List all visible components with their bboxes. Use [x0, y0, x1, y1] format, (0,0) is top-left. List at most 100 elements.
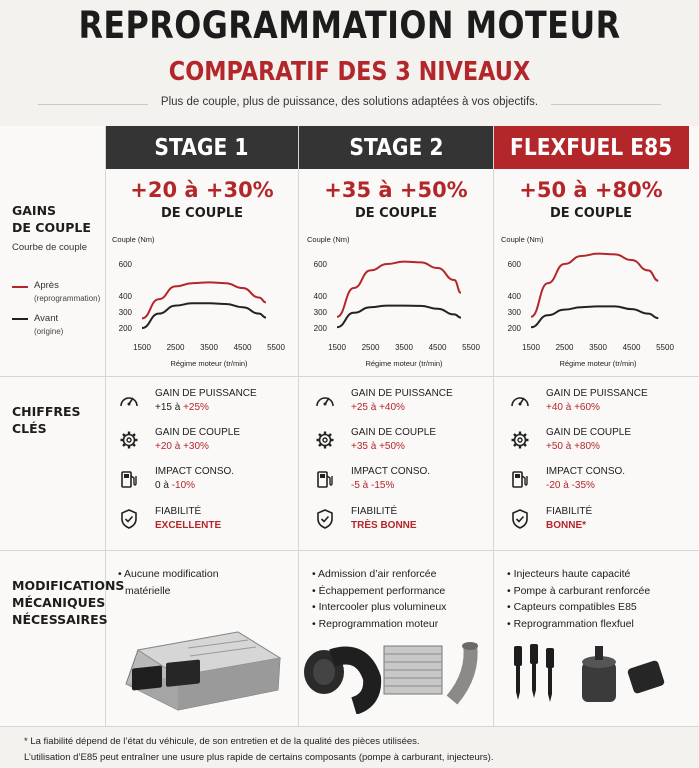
- metric-label: IMPACT CONSO.: [351, 466, 431, 477]
- gauge-icon: [118, 390, 140, 412]
- metric-value-highlight: -10%: [171, 480, 196, 491]
- metric-value: +25 à +40%: [351, 402, 405, 413]
- list-item: • Reprogrammation flexfuel: [507, 617, 634, 630]
- fuel-pump-icon: [118, 468, 140, 490]
- list-item: • Échappement performance: [312, 584, 446, 597]
- metric-label: IMPACT CONSO.: [546, 466, 626, 477]
- column-header-stage-2: STAGE 2: [299, 126, 493, 169]
- curve-label: Courbe de couple: [12, 242, 87, 253]
- gain-stage-1: +20 à +30%: [130, 178, 274, 202]
- metric-label: GAIN DE PUISSANCE: [351, 388, 453, 399]
- list-item: matérielle: [125, 584, 171, 597]
- gauge-icon: [509, 390, 531, 412]
- metric-label: GAIN DE PUISSANCE: [155, 388, 257, 399]
- metric-shield-check: FIABILITÉ BONNE*: [509, 506, 699, 540]
- metric-value-highlight: -5 à -15%: [351, 480, 395, 491]
- series-line-before: [530, 305, 659, 329]
- y-tick-label: 300: [119, 308, 133, 317]
- y-tick-label: 200: [314, 324, 328, 333]
- page-subtitle: COMPARATIF DES 3 NIVEAUX: [168, 57, 531, 87]
- x-axis-label: Régime moteur (tr/min): [559, 359, 637, 368]
- y-axis-label: Couple (Nm): [501, 235, 544, 244]
- gear-icon: [314, 429, 336, 451]
- metric-fuel-pump: IMPACT CONSO. -20 à -35%: [509, 466, 699, 500]
- gain-stage-2: +35 à +50%: [324, 178, 468, 202]
- metric-value: +50 à +80%: [546, 441, 600, 452]
- x-tick-label: 1500: [133, 343, 151, 352]
- series-line-after: [141, 281, 267, 320]
- x-tick-label: 5500: [267, 343, 285, 352]
- injectors-pump-sensor-illustration: [514, 644, 665, 702]
- metric-value-highlight: EXCELLENTE: [155, 520, 222, 531]
- metric-value-highlight: +35 à +50%: [351, 441, 405, 452]
- shield-check-icon: [314, 508, 336, 530]
- metric-gauge: GAIN DE PUISSANCE +15 à +25%: [118, 388, 308, 422]
- metric-label: FIABILITÉ: [155, 506, 202, 517]
- x-tick-label: 3500: [395, 343, 413, 352]
- metric-value: TRÈS BONNE: [351, 520, 417, 531]
- footnote-2: L’utilisation d’E85 peut entraîner une u…: [24, 752, 494, 763]
- tagline-bar: Plus de couple, plus de puissance, des s…: [38, 96, 661, 112]
- y-tick-label: 400: [119, 292, 133, 301]
- metric-gear: GAIN DE COUPLE +20 à +30%: [118, 427, 308, 461]
- y-tick-label: 400: [508, 292, 522, 301]
- metric-value: -5 à -15%: [351, 480, 394, 491]
- x-tick-label: 2500: [556, 343, 574, 352]
- column-header-stage-1: STAGE 1: [105, 126, 298, 169]
- metric-value: +20 à +30%: [155, 441, 209, 452]
- column-header-flexfuel: FLEXFUEL E85: [494, 126, 689, 169]
- legend-after-label: Après: [34, 280, 59, 291]
- series-line-after: [530, 252, 659, 318]
- comparison-panel: [0, 126, 699, 726]
- list-item: • Injecteurs haute capacité: [507, 568, 631, 580]
- y-axis-label: Couple (Nm): [307, 235, 350, 244]
- metric-value-highlight: +25 à +40%: [351, 402, 405, 413]
- metric-shield-check: FIABILITÉ TRÈS BONNE: [314, 506, 504, 540]
- metric-gauge: GAIN DE PUISSANCE +40 à +60%: [509, 388, 699, 422]
- metric-value: +35 à +50%: [351, 441, 405, 452]
- metric-value: +40 à +60%: [546, 402, 600, 413]
- y-tick-label: 200: [508, 324, 522, 333]
- series-line-before: [336, 304, 462, 329]
- x-tick-label: 2500: [362, 343, 380, 352]
- row-divider: [0, 376, 699, 377]
- metric-value-highlight: -20 à -35%: [546, 480, 595, 491]
- gear-icon: [509, 429, 531, 451]
- tagline: Plus de couple, plus de puissance, des s…: [160, 96, 539, 108]
- metric-value-highlight: +25%: [183, 402, 209, 413]
- x-tick-label: 1500: [328, 343, 346, 352]
- y-tick-label: 400: [314, 292, 328, 301]
- mods-list-stage-1: • Aucune modification matérielle: [118, 566, 219, 599]
- fuel-pump-icon: [314, 468, 336, 490]
- list-item: • Reprogrammation moteur: [312, 617, 439, 630]
- mods-list-flexfuel: • Injecteurs haute capacité • Pompe à ca…: [507, 566, 650, 632]
- legend-before-label: Avant: [34, 313, 59, 324]
- column-divider: [298, 126, 299, 726]
- row-label-key-figures: CHIFFRES CLÉS: [12, 404, 81, 436]
- y-tick-label: 200: [119, 324, 133, 333]
- torque-chart-stage-2: Couple (Nm) 200 300 400 600 1500 2500 3500 4500 5…: [307, 235, 480, 368]
- intake-intercooler-exhaust-illustration: [304, 642, 478, 714]
- x-tick-label: 3500: [589, 343, 607, 352]
- metric-value: +15 à +25%: [155, 402, 209, 413]
- metric-gear: GAIN DE COUPLE +50 à +80%: [509, 427, 699, 461]
- list-item: • Admission d’air renforcée: [312, 568, 437, 580]
- x-axis-label: Régime moteur (tr/min): [365, 359, 443, 368]
- y-tick-label: 600: [314, 260, 328, 269]
- row-label-gains: GAINS DE COUPLE: [12, 203, 91, 235]
- metric-label: FIABILITÉ: [351, 506, 398, 517]
- series-line-after: [336, 260, 462, 318]
- mods-list-stage-2: • Admission d’air renforcée • Échappemen…: [312, 566, 446, 632]
- metric-label: GAIN DE PUISSANCE: [546, 388, 648, 399]
- divider-left: [38, 104, 148, 105]
- metric-shield-check: FIABILITÉ EXCELLENTE: [118, 506, 308, 540]
- page-title: REPROGRAMMATION MOTEUR: [78, 4, 621, 47]
- gear-icon: [118, 429, 140, 451]
- list-item: • Intercooler plus volumineux: [312, 601, 447, 613]
- divider-right: [551, 104, 661, 105]
- x-tick-label: 5500: [656, 343, 674, 352]
- footnote-1: * La fiabilité dépend de l’état du véhic…: [24, 736, 420, 747]
- metric-gear: GAIN DE COUPLE +35 à +50%: [314, 427, 504, 461]
- gain-sub-stage-2: DE COUPLE: [354, 206, 438, 221]
- y-tick-label: 600: [508, 260, 522, 269]
